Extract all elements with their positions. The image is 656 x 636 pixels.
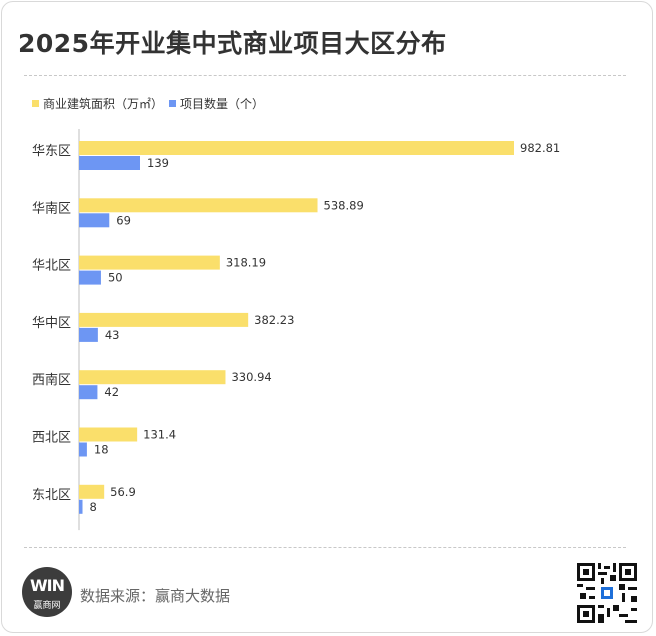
- data-label-count: 139: [147, 156, 169, 170]
- bar-area: [79, 427, 138, 442]
- logo-text: 赢商网: [33, 601, 61, 611]
- data-label-count: 43: [105, 328, 120, 342]
- data-label-count: 69: [116, 213, 131, 227]
- data-label-count: 42: [104, 385, 119, 399]
- legend: 商业建筑面积（万㎡） 项目数量（个）: [32, 95, 270, 112]
- data-label-area: 982.81: [520, 141, 560, 155]
- bar-count: [79, 327, 98, 342]
- bar-area: [79, 312, 249, 327]
- legend-item-count: 项目数量（个）: [169, 95, 264, 112]
- data-label-count: 8: [90, 500, 97, 514]
- category-label: 华北区: [32, 259, 71, 274]
- data-label-area: 131.4: [143, 428, 176, 442]
- brand-logo: WIN 赢商网: [22, 567, 72, 617]
- category-label: 华中区: [32, 316, 71, 331]
- qr-code-icon: [577, 563, 637, 623]
- bar-area: [79, 141, 514, 155]
- data-source: 数据来源：赢商大数据: [80, 587, 231, 605]
- bar-count: [79, 270, 101, 285]
- bar-count: [79, 213, 110, 228]
- bar-area: [79, 255, 220, 270]
- chart-title: 2025年开业集中式商业项目大区分布: [18, 29, 447, 58]
- category-label: 华南区: [32, 200, 71, 216]
- category-label: 东北区: [32, 488, 71, 503]
- data-label-area: 318.19: [226, 256, 266, 270]
- bar-count: [79, 442, 87, 457]
- legend-swatch-area: [32, 100, 39, 107]
- bar-count: [79, 156, 140, 170]
- data-label-area: 56.9: [110, 485, 136, 499]
- legend-label-area: 商业建筑面积（万㎡）: [43, 97, 164, 111]
- data-label-count: 18: [94, 443, 109, 457]
- data-label-count: 50: [108, 271, 123, 285]
- bar-area: [79, 484, 105, 499]
- data-label-area: 330.94: [231, 370, 271, 384]
- legend-item-area: 商业建筑面积（万㎡）: [32, 95, 163, 112]
- bar-count: [79, 499, 83, 514]
- bottom-divider: [24, 547, 626, 548]
- bar-count: [79, 385, 98, 400]
- data-label-area: 382.23: [254, 313, 294, 327]
- category-label: 华东区: [32, 144, 71, 159]
- category-label: 西南区: [32, 372, 71, 388]
- bar-area: [79, 198, 318, 213]
- logo-mark: WIN: [30, 576, 65, 595]
- legend-swatch-count: [169, 100, 177, 107]
- bar-area: [79, 370, 226, 385]
- top-divider: [24, 75, 626, 76]
- category-label: 西北区: [32, 431, 71, 446]
- data-label-area: 538.89: [324, 198, 364, 212]
- legend-label-count: 项目数量（个）: [180, 97, 265, 111]
